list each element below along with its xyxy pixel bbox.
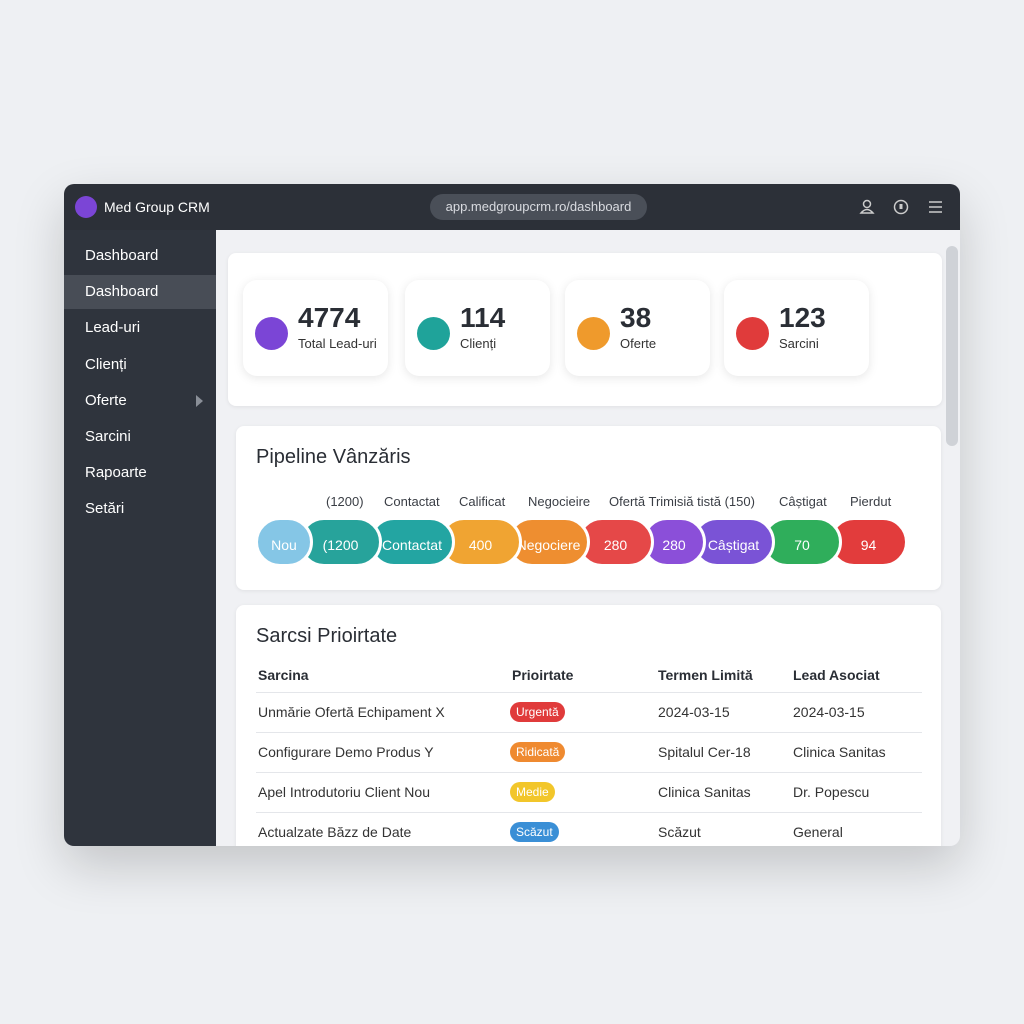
nav-item[interactable]: Dashboard: [64, 275, 216, 310]
logo-icon: [75, 196, 97, 218]
stat-icon: [736, 317, 769, 350]
pipeline-title: Pipeline Vânzăris: [256, 446, 411, 468]
nav-item[interactable]: Clienți: [85, 355, 127, 373]
stat-label: Sarcini: [779, 336, 819, 351]
priority-badge: Ridicată: [510, 742, 566, 762]
nav-item[interactable]: Rapoarte: [85, 464, 147, 482]
row-divider: [256, 812, 922, 813]
pipeline-stage[interactable]: 280: [642, 517, 706, 567]
stat-card: 123 Sarcini: [724, 280, 869, 376]
stats-panel: 4774 Total Lead-uri 114 Clienți 38 Oferte 123 S…: [228, 253, 942, 406]
nav-item[interactable]: Dashboard: [85, 247, 159, 264]
window: Med Group CRM app.medgroupcrm.ro/dashboa…: [64, 184, 960, 846]
stage-label: Pierdut: [850, 494, 892, 509]
nav-item[interactable]: Setări: [85, 500, 125, 518]
task-name: Apel Introdutoriu Client Nou: [258, 784, 430, 800]
priority-badge: Medie: [510, 782, 555, 802]
nav-item[interactable]: Lead-uri: [85, 319, 141, 337]
stat-card: 114 Clienți: [405, 280, 550, 376]
stage-label: (1200): [326, 494, 364, 509]
sidebar: Dashboard Dashboard Lead-uri Clienți Oferte S…: [64, 230, 216, 846]
task-name: Unmărie Ofertă Echipament X: [258, 704, 445, 720]
lead: General: [793, 824, 843, 840]
stat-label: Clienți: [460, 336, 497, 351]
tasks-panel: Sarcsi Prioirtate Sarcina Prioirtate Terme…: [236, 605, 941, 846]
column-header: Prioirtate: [512, 667, 574, 683]
stat-card: 38 Oferte: [565, 280, 710, 376]
stat-icon: [577, 317, 610, 350]
deadline: Clinica Sanitas: [658, 784, 751, 800]
stat-value: 123: [779, 302, 826, 333]
priority-badge: Urgentă: [510, 702, 565, 722]
pipeline-panel: Pipeline Vânzăris (1200) Contactat Calific…: [236, 426, 941, 590]
logo: Med Group CRM: [104, 199, 210, 215]
priority-badge: Scăzut: [510, 822, 559, 842]
nav-item[interactable]: Oferte: [85, 391, 127, 409]
task-name: Actualzate Băzz de Date: [258, 824, 412, 840]
lead: Clinica Sanitas: [793, 744, 886, 760]
column-header: Sarcina: [258, 667, 309, 683]
stage-label: Câștigat: [779, 494, 827, 509]
stat-card: 4774 Total Lead-uri: [243, 280, 388, 376]
lead: 2024-03-15: [793, 704, 865, 720]
task-name: Configurare Demo Produs Y: [258, 744, 434, 760]
scrollbar[interactable]: [946, 246, 958, 446]
stage-label: Negocieire: [528, 494, 591, 509]
deadline: Spitalul Cer-18: [658, 744, 751, 760]
row-divider: [256, 692, 922, 693]
pipeline-stage[interactable]: Nou: [255, 517, 313, 567]
stage-label: Ofertă Trimisiă tistă (150): [609, 494, 755, 509]
deadline: Scăzut: [658, 824, 701, 840]
lead: Dr. Popescu: [793, 784, 870, 800]
row-divider: [256, 772, 922, 773]
stat-icon: [417, 317, 450, 350]
stat-icon: [255, 317, 288, 350]
deadline: 2024-03-15: [658, 704, 730, 720]
stat-value: 38: [620, 302, 652, 333]
column-header: Termen Limită: [658, 667, 753, 683]
stat-label: Total Lead-uri: [298, 336, 377, 351]
nav-item[interactable]: Sarcini: [85, 428, 131, 445]
url-bar[interactable]: app.medgroupcrm.ro/dashboard: [430, 194, 647, 220]
column-header: Lead Asociat: [793, 667, 880, 683]
stat-label: Oferte: [620, 336, 657, 351]
submenu-arrow: [196, 394, 203, 407]
title-bar: Med Group CRM app.medgroupcrm.ro/dashboa…: [64, 184, 960, 230]
toolbar-icons[interactable]: [854, 197, 949, 217]
tasks-title: Sarcsi Prioirtate: [256, 625, 398, 647]
stat-value: 4774: [298, 302, 361, 333]
pipeline-stage[interactable]: Negociere: [507, 517, 590, 567]
pipeline-stage[interactable]: Contactat: [369, 517, 455, 567]
stage-label: Contactat: [384, 494, 440, 509]
stage-label: Calificat: [459, 494, 506, 509]
stat-value: 114: [460, 302, 506, 333]
row-divider: [256, 732, 922, 733]
